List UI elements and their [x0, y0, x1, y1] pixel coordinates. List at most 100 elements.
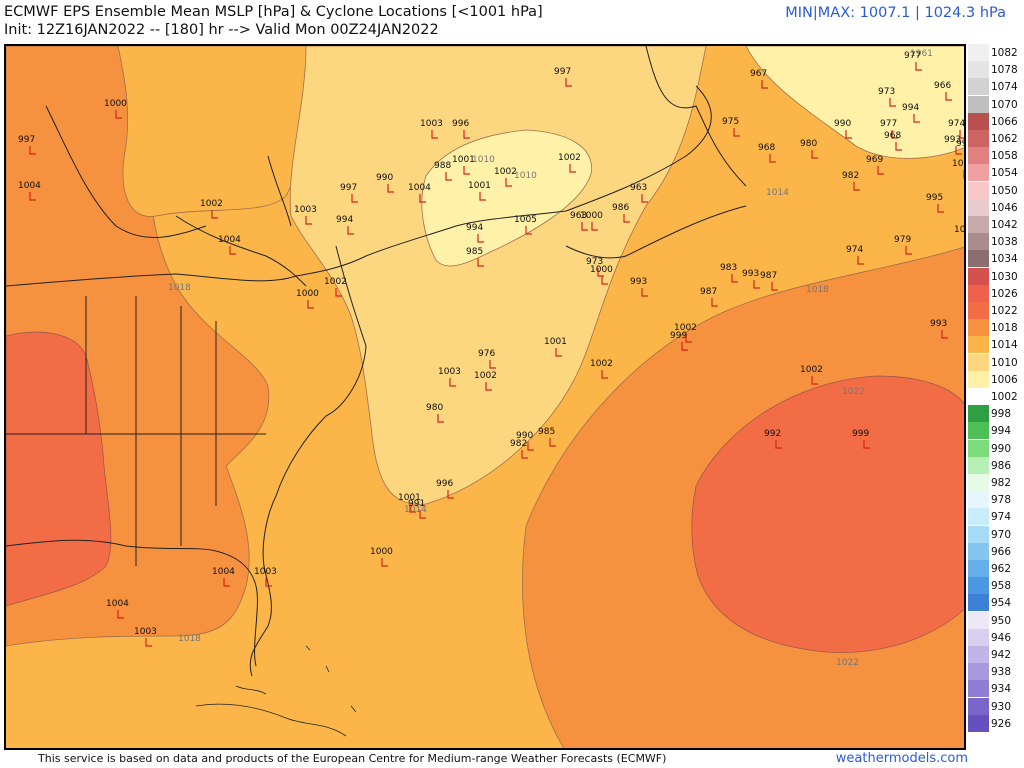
low-symbol	[485, 382, 492, 391]
cyclone-marker: 988	[434, 161, 452, 181]
cyclone-marker: 991	[408, 499, 426, 519]
legend-entry: 1030	[968, 267, 1020, 285]
legend-swatch	[968, 680, 989, 698]
cyclone-marker: 1000	[370, 547, 393, 567]
low-symbol	[641, 288, 648, 297]
cyclone-marker: 993	[944, 135, 962, 155]
low-symbol	[877, 166, 884, 175]
low-symbol	[565, 78, 572, 87]
legend-entry: 926	[968, 714, 1020, 732]
cyclone-marker: 1003	[294, 205, 317, 225]
cyclone-pressure-label: 974	[948, 119, 965, 129]
cyclone-marker: 996	[452, 119, 470, 139]
min-max-readout: MIN|MAX: 1007.1 | 1024.3 hPa	[785, 5, 1006, 21]
cyclone-marker: 963	[570, 211, 588, 231]
cyclone-marker: 1001	[468, 181, 491, 201]
legend-label: 1070	[991, 98, 1018, 111]
legend-label: 966	[991, 545, 1012, 558]
cyclone-pressure-label: 973	[586, 257, 603, 267]
cyclone-pressure-label: 995	[926, 193, 943, 203]
cyclone-marker: 967	[750, 69, 768, 89]
pressure-band-1010	[289, 46, 707, 505]
cyclone-pressure-label: 1000	[296, 289, 319, 299]
low-symbol	[863, 440, 870, 449]
low-symbol	[549, 438, 556, 447]
legend-entry: 1010	[968, 353, 1020, 371]
cyclone-marker: 982	[842, 171, 860, 191]
cyclone-marker: 1003	[420, 119, 443, 139]
cyclone-marker: 982	[510, 439, 528, 459]
legend-label: 1050	[991, 184, 1018, 197]
legend-swatch	[968, 370, 989, 388]
cyclone-marker: 1002	[558, 153, 581, 173]
cyclone-pressure-label: 993	[630, 277, 647, 287]
legend-swatch	[968, 302, 989, 319]
cyclone-marker: 983	[720, 263, 738, 283]
cyclone-marker: 1002	[590, 359, 613, 379]
cyclone-pressure-label: 1002	[324, 277, 347, 287]
low-symbol	[601, 276, 608, 285]
cyclone-pressure-label: 975	[722, 117, 739, 127]
legend-label: 1074	[991, 81, 1018, 94]
ecmwf-credit: This service is based on data and produc…	[38, 752, 667, 765]
isobar-value: 1022	[842, 387, 865, 397]
low-symbol	[945, 92, 952, 101]
cyclone-marker: 1002	[952, 159, 964, 179]
legend-label: 1046	[991, 201, 1018, 214]
low-symbol	[955, 146, 962, 155]
legend-entry: 938	[968, 663, 1020, 681]
legend-entry: 1046	[968, 198, 1020, 216]
cyclone-pressure-label: 994	[902, 103, 919, 113]
cyclone-pressure-label: 1003	[420, 119, 443, 129]
legend-entry: 958	[968, 577, 1020, 595]
cyclone-marker: 975	[722, 117, 740, 137]
brand-link[interactable]: weathermodels.com	[835, 751, 968, 766]
isobar-value: 1961	[910, 49, 933, 59]
cyclone-marker: 987	[760, 271, 778, 291]
cyclone-marker: 1003	[254, 567, 277, 587]
legend-swatch	[968, 491, 989, 509]
cyclone-pressure-label: 980	[800, 139, 817, 149]
legend-swatch	[968, 474, 989, 491]
legend-entry: 1038	[968, 233, 1020, 251]
legend-label: 994	[991, 425, 1012, 438]
low-symbol	[623, 214, 630, 223]
cyclone-pressure-label: 1005	[514, 215, 537, 225]
cyclone-pressure-label: 1002	[590, 359, 613, 369]
isobar-value: 1010	[472, 155, 495, 165]
legend-label: 970	[991, 528, 1012, 541]
legend-entry: 942	[968, 646, 1020, 663]
cyclone-pressure-label: 1000	[590, 265, 613, 275]
cyclone-pressure-label: 1004	[106, 599, 129, 609]
legend-swatch	[968, 112, 989, 130]
cyclone-pressure-label: 1003	[254, 567, 277, 577]
cyclone-pressure-label: 1004	[954, 225, 966, 235]
legend-label: 998	[991, 408, 1012, 421]
cyclone-pressure-label: 1003	[294, 205, 317, 215]
cyclone-marker: 990	[516, 431, 534, 451]
legend-swatch	[968, 319, 989, 337]
cyclone-marker: 968	[884, 131, 902, 151]
cyclone-pressure-label: 997	[554, 67, 571, 77]
low-symbol	[347, 226, 354, 235]
legend-swatch	[968, 594, 989, 612]
cyclone-marker: 1000	[296, 289, 319, 309]
low-symbol	[229, 246, 236, 255]
cyclone-marker: 1001	[452, 155, 475, 175]
cyclone-marker: 992	[764, 429, 782, 449]
cyclone-marker: 1005	[514, 215, 537, 235]
isobar-value: 1014	[404, 505, 427, 515]
legend-swatch	[968, 697, 989, 715]
cyclone-pressure-label: 1003	[438, 367, 461, 377]
legend-swatch	[968, 611, 989, 629]
cyclone-marker: 996	[436, 479, 454, 499]
legend-entry: 1026	[968, 284, 1020, 302]
cyclone-markers: 1000 997 1004 1002 1004 1003 997 994 990 1004 1003…	[18, 51, 966, 647]
pressure-band-1022-east	[691, 375, 964, 653]
cyclone-marker: 1004	[954, 225, 966, 235]
cyclone-pressure-label: 966	[934, 81, 951, 91]
cyclone-marker: 974	[846, 245, 864, 265]
cyclone-marker: 1003	[438, 367, 461, 387]
init-valid-time: Init: 12Z16JAN2022 -- [180] hr --> Valid…	[4, 22, 439, 38]
low-symbol	[941, 330, 948, 339]
